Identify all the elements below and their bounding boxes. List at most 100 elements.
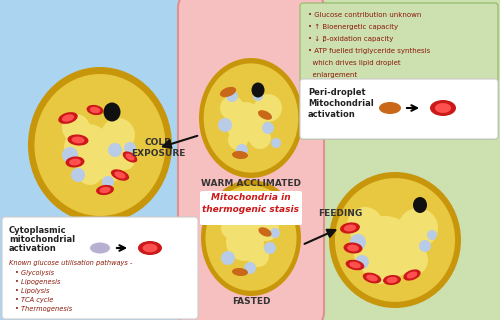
Text: • ↑ Bioenergetic capacity: • ↑ Bioenergetic capacity bbox=[308, 24, 398, 30]
Text: Cytoplasmic: Cytoplasmic bbox=[9, 226, 66, 235]
Text: enlargement: enlargement bbox=[308, 72, 357, 78]
Ellipse shape bbox=[258, 227, 272, 237]
Circle shape bbox=[77, 159, 103, 185]
Ellipse shape bbox=[199, 58, 303, 178]
Text: FASTED: FASTED bbox=[232, 298, 270, 307]
Text: activation: activation bbox=[308, 110, 356, 119]
Ellipse shape bbox=[28, 67, 172, 223]
Text: FEEDING: FEEDING bbox=[318, 209, 362, 218]
Text: Mitochondrial: Mitochondrial bbox=[308, 99, 374, 108]
Circle shape bbox=[355, 255, 369, 269]
Circle shape bbox=[220, 96, 244, 120]
Circle shape bbox=[253, 215, 279, 241]
Circle shape bbox=[254, 94, 282, 122]
Ellipse shape bbox=[232, 151, 248, 159]
Ellipse shape bbox=[90, 243, 110, 253]
Circle shape bbox=[396, 244, 428, 276]
Circle shape bbox=[419, 240, 431, 252]
Ellipse shape bbox=[90, 107, 100, 113]
Ellipse shape bbox=[362, 273, 382, 284]
Ellipse shape bbox=[68, 134, 88, 146]
Ellipse shape bbox=[232, 268, 248, 276]
Circle shape bbox=[271, 138, 281, 148]
Ellipse shape bbox=[126, 154, 134, 160]
Circle shape bbox=[102, 176, 114, 188]
Circle shape bbox=[350, 234, 366, 250]
Ellipse shape bbox=[258, 110, 272, 120]
Text: • Lipolysis: • Lipolysis bbox=[15, 288, 50, 294]
FancyBboxPatch shape bbox=[294, 0, 500, 320]
Ellipse shape bbox=[58, 112, 78, 124]
Circle shape bbox=[247, 245, 269, 267]
Text: • Glucose contribution unknown: • Glucose contribution unknown bbox=[308, 12, 422, 18]
Circle shape bbox=[221, 217, 243, 239]
FancyBboxPatch shape bbox=[200, 191, 302, 225]
Ellipse shape bbox=[404, 269, 420, 281]
Ellipse shape bbox=[204, 63, 298, 172]
Circle shape bbox=[225, 102, 265, 142]
Ellipse shape bbox=[349, 262, 361, 268]
Ellipse shape bbox=[66, 156, 84, 168]
Circle shape bbox=[64, 124, 112, 172]
Ellipse shape bbox=[366, 275, 378, 281]
Circle shape bbox=[96, 154, 124, 182]
Circle shape bbox=[218, 118, 232, 132]
Ellipse shape bbox=[435, 103, 451, 113]
FancyBboxPatch shape bbox=[300, 79, 498, 139]
Text: mitochondrial: mitochondrial bbox=[9, 235, 75, 244]
Text: COLD
EXPOSURE: COLD EXPOSURE bbox=[131, 138, 185, 158]
Text: WARM ACCLIMATED: WARM ACCLIMATED bbox=[201, 179, 301, 188]
Text: • ↓ β-oxidation capacity: • ↓ β-oxidation capacity bbox=[308, 36, 394, 42]
Circle shape bbox=[347, 207, 383, 243]
Ellipse shape bbox=[252, 205, 264, 219]
Text: activation: activation bbox=[9, 244, 57, 253]
Ellipse shape bbox=[413, 197, 427, 213]
Circle shape bbox=[62, 114, 90, 142]
Ellipse shape bbox=[206, 185, 296, 291]
Ellipse shape bbox=[344, 243, 362, 253]
Circle shape bbox=[264, 242, 276, 254]
Circle shape bbox=[232, 212, 244, 224]
Circle shape bbox=[368, 260, 392, 284]
Circle shape bbox=[101, 118, 135, 152]
Ellipse shape bbox=[86, 105, 104, 115]
Circle shape bbox=[228, 130, 248, 150]
Circle shape bbox=[427, 230, 437, 240]
Circle shape bbox=[115, 150, 135, 170]
Ellipse shape bbox=[386, 277, 398, 283]
Circle shape bbox=[249, 127, 271, 149]
Ellipse shape bbox=[406, 271, 418, 278]
Circle shape bbox=[244, 262, 256, 274]
Circle shape bbox=[253, 91, 263, 101]
Ellipse shape bbox=[252, 83, 264, 98]
Circle shape bbox=[226, 223, 264, 261]
Text: • ATP fuelled triglyceride synthesis: • ATP fuelled triglyceride synthesis bbox=[308, 48, 430, 54]
Circle shape bbox=[270, 228, 280, 238]
Circle shape bbox=[262, 122, 274, 134]
FancyBboxPatch shape bbox=[178, 0, 324, 320]
Text: • TCA cycle: • TCA cycle bbox=[15, 297, 54, 303]
Ellipse shape bbox=[220, 207, 236, 217]
Text: Known glucose utilisation pathways -: Known glucose utilisation pathways - bbox=[9, 260, 132, 266]
Ellipse shape bbox=[329, 172, 461, 308]
Circle shape bbox=[226, 90, 238, 102]
Ellipse shape bbox=[220, 87, 236, 97]
Ellipse shape bbox=[344, 225, 356, 231]
Text: thermogenic stasis: thermogenic stasis bbox=[202, 204, 300, 213]
Ellipse shape bbox=[138, 241, 162, 255]
Circle shape bbox=[108, 143, 122, 157]
Circle shape bbox=[62, 147, 78, 163]
Ellipse shape bbox=[114, 172, 126, 179]
FancyBboxPatch shape bbox=[2, 217, 198, 319]
Ellipse shape bbox=[340, 222, 360, 234]
Ellipse shape bbox=[69, 159, 81, 165]
Ellipse shape bbox=[111, 169, 129, 181]
Ellipse shape bbox=[34, 74, 166, 216]
Circle shape bbox=[71, 168, 85, 182]
Ellipse shape bbox=[122, 151, 138, 163]
Text: Mitochondria in: Mitochondria in bbox=[211, 193, 291, 202]
Circle shape bbox=[398, 208, 438, 248]
Text: • Lipogenesis: • Lipogenesis bbox=[15, 279, 60, 285]
Ellipse shape bbox=[335, 178, 455, 302]
Ellipse shape bbox=[72, 137, 85, 143]
